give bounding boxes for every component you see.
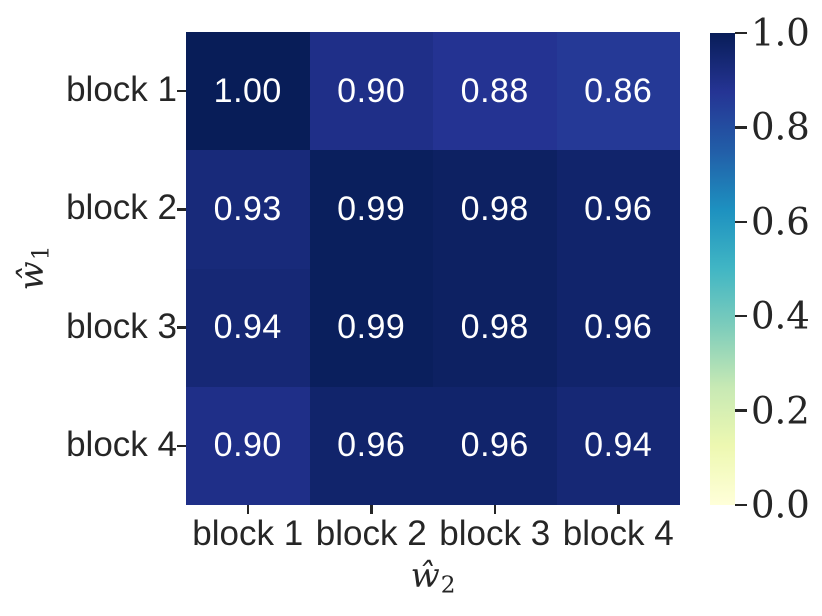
heatmap-cell-r1c3: 0.88 xyxy=(433,32,557,151)
heatmap-cell-r1c4: 0.86 xyxy=(556,32,680,151)
x-tick-label-3: block 3 xyxy=(439,514,551,553)
x-tick-mark xyxy=(370,505,373,514)
cell-value: 0.90 xyxy=(337,71,406,110)
cell-value: 0.96 xyxy=(584,189,653,228)
x-axis-label-subscript: 2 xyxy=(440,572,456,599)
cell-value: 0.98 xyxy=(460,189,529,228)
cell-value: 0.88 xyxy=(460,71,529,110)
y-axis-label-subscript: 1 xyxy=(28,245,55,261)
heatmap-cell-r1c2: 0.90 xyxy=(309,32,433,151)
heatmap-cell-r3c4: 0.96 xyxy=(556,268,680,387)
y-tick-mark xyxy=(177,89,186,93)
cell-value: 0.93 xyxy=(213,189,282,228)
x-tick-mark xyxy=(617,505,620,514)
cell-value: 0.96 xyxy=(460,426,529,465)
heatmap-cell-r4c4: 0.94 xyxy=(556,386,680,505)
y-axis-label-base: ŵ xyxy=(11,261,52,291)
heatmap-cell-r3c1: 0.94 xyxy=(186,268,310,387)
colorbar-tick-label-0.2: 0.2 xyxy=(751,389,810,433)
heatmap-cell-r3c2: 0.99 xyxy=(309,268,433,387)
colorbar xyxy=(710,33,735,505)
cell-value: 0.99 xyxy=(337,189,406,228)
cell-value: 0.99 xyxy=(337,308,406,347)
x-tick-mark xyxy=(493,505,496,514)
y-axis-label: ŵ1 xyxy=(11,246,54,291)
colorbar-tick-label-0.0: 0.0 xyxy=(751,483,810,527)
heatmap-cell-r4c1: 0.90 xyxy=(186,386,310,505)
x-tick-label-4: block 4 xyxy=(562,514,674,553)
heatmap-cell-r4c2: 0.96 xyxy=(309,386,433,505)
x-axis-label: ŵ2 xyxy=(411,555,456,598)
y-tick-label-4: block 4 xyxy=(66,425,177,465)
y-tick-mark xyxy=(177,208,186,211)
cell-value: 0.94 xyxy=(584,426,653,465)
cell-value: 0.86 xyxy=(584,71,653,110)
cell-value: 0.96 xyxy=(584,308,653,347)
x-axis-label-base: ŵ xyxy=(410,555,440,596)
colorbar-tick-mark-0.0 xyxy=(735,503,747,507)
heatmap-grid: 1.00 0.90 0.88 0.86 0.93 0.99 0.98 0.96 0.94 0.99… xyxy=(186,32,680,505)
heatmap-cell-r2c4: 0.96 xyxy=(556,150,680,269)
cell-value: 0.90 xyxy=(213,426,282,465)
colorbar-tick-mark-1.0 xyxy=(735,31,747,35)
x-tick-label-1: block 1 xyxy=(192,514,304,553)
cell-value: 0.94 xyxy=(213,308,282,347)
y-tick-label-2: block 2 xyxy=(66,188,177,228)
y-tick-mark xyxy=(177,444,186,448)
colorbar-tick-mark-0.2 xyxy=(735,409,747,412)
colorbar-tick-label-0.6: 0.6 xyxy=(751,200,810,244)
heatmap-cell-r2c2: 0.99 xyxy=(309,150,433,269)
cell-value: 1.00 xyxy=(213,71,282,110)
y-tick-mark xyxy=(177,326,186,329)
colorbar-tick-mark-0.8 xyxy=(735,126,747,129)
colorbar-tick-label-0.4: 0.4 xyxy=(751,294,810,338)
cell-value: 0.96 xyxy=(337,426,406,465)
colorbar-tick-mark-0.6 xyxy=(735,220,747,224)
heatmap-cell-r3c3: 0.98 xyxy=(433,268,557,387)
cell-value: 0.98 xyxy=(460,308,529,347)
colorbar-tick-label-0.8: 0.8 xyxy=(751,105,810,149)
y-tick-label-3: block 3 xyxy=(66,306,177,346)
heatmap-cell-r1c1: 1.00 xyxy=(186,32,310,151)
heatmap-cell-r2c1: 0.93 xyxy=(186,150,310,269)
colorbar-tick-label-1.0: 1.0 xyxy=(751,11,810,55)
heatmap-cell-r2c3: 0.98 xyxy=(433,150,557,269)
x-tick-label-2: block 2 xyxy=(315,514,427,553)
y-tick-label-1: block 1 xyxy=(66,70,177,110)
heatmap-cell-r4c3: 0.96 xyxy=(433,386,557,505)
x-tick-mark xyxy=(246,505,249,514)
colorbar-tick-mark-0.4 xyxy=(735,314,747,318)
